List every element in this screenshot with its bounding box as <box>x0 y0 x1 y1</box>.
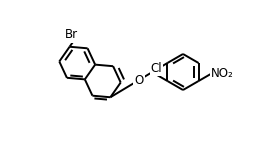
Text: Cl: Cl <box>151 62 162 75</box>
Text: Br: Br <box>65 28 78 41</box>
Text: NO₂: NO₂ <box>211 67 234 80</box>
Text: O: O <box>134 74 144 87</box>
